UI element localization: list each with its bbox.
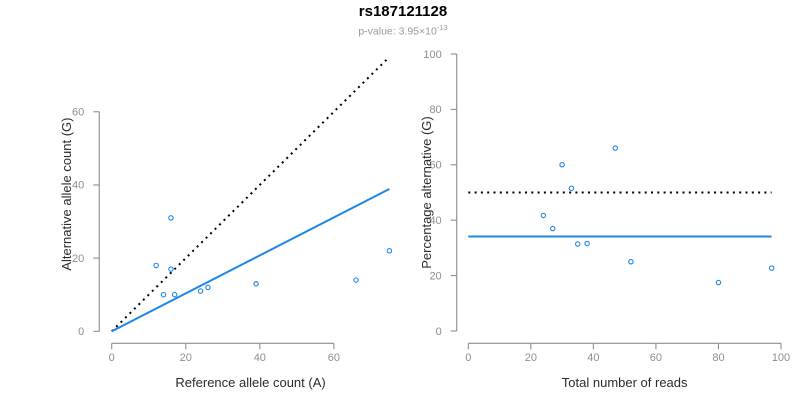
- y-tick-label: 60: [72, 107, 84, 119]
- x-tick-label: 40: [254, 352, 266, 364]
- data-point: [628, 258, 634, 265]
- y-axis-title: Percentage alternative (G): [419, 116, 434, 268]
- x-axis-title: Total number of reads: [562, 375, 688, 390]
- data-point: [205, 284, 211, 291]
- data-point: [612, 145, 619, 151]
- x-tick-label: 20: [180, 352, 192, 364]
- data-point: [549, 225, 556, 232]
- data-point: [197, 288, 204, 294]
- y-tick-label: 20: [72, 253, 84, 265]
- y-tick-label: 20: [429, 270, 441, 282]
- y-tick-label: 40: [72, 180, 84, 192]
- x-tick-label: 20: [525, 352, 537, 364]
- y-tick-label: 60: [429, 160, 441, 172]
- data-point: [253, 280, 259, 287]
- data-point: [160, 291, 167, 298]
- fit-line: [111, 188, 390, 333]
- data-point: [171, 291, 178, 298]
- y-tick-label: 0: [78, 326, 84, 338]
- data-point: [353, 277, 359, 283]
- data-point: [584, 240, 590, 247]
- x-tick-label: 60: [650, 352, 662, 364]
- x-tick-label: 40: [587, 352, 599, 364]
- y-tick-label: 0: [436, 326, 442, 338]
- x-tick-label: 100: [772, 352, 790, 364]
- data-point: [386, 248, 393, 254]
- data-point: [574, 241, 581, 247]
- y-axis-title: Alternative allele count (G): [59, 117, 74, 270]
- x-axis-title: Reference allele count (A): [175, 375, 325, 390]
- data-point: [168, 266, 174, 272]
- pvalue-text: p-value: 3.95×10: [358, 25, 437, 38]
- x-tick-label: 0: [465, 352, 471, 364]
- data-point: [559, 162, 565, 168]
- plot-title: rs187121128: [358, 3, 448, 20]
- data-point: [540, 212, 547, 219]
- data-point: [568, 185, 575, 192]
- data-point: [153, 262, 159, 269]
- x-tick-label: 80: [712, 352, 724, 364]
- y-tick-label: 40: [429, 215, 441, 227]
- x-tick-label: 60: [328, 352, 340, 364]
- y-tick-label: 100: [423, 49, 441, 61]
- pvalue-exponent: -13: [436, 23, 448, 32]
- plot-subtitle: p-value: 3.95×10-13: [0, 23, 800, 38]
- x-tick-label: 0: [109, 352, 115, 364]
- data-point: [768, 265, 775, 271]
- data-point: [168, 215, 174, 221]
- identity-line: [110, 56, 391, 333]
- data-point: [715, 279, 722, 286]
- y-tick-label: 80: [429, 104, 441, 116]
